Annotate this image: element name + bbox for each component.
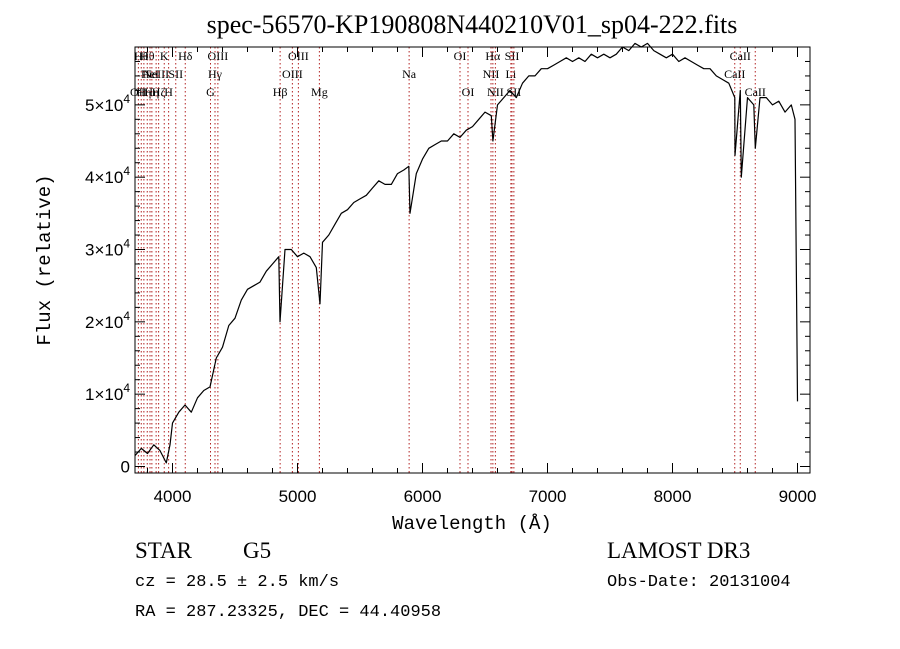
spectral-line-label: Hα [485, 49, 501, 63]
x-tick-label: 4000 [154, 487, 192, 506]
y-tick-exponent: 4 [123, 237, 130, 251]
spectral-line-label: NII [487, 85, 504, 99]
obs-date-text: Obs-Date: 20131004 [607, 573, 791, 592]
y-tick-exponent: 4 [123, 381, 130, 395]
chart-title: spec-56570-KP190808N440210V01_sp04-222.f… [207, 10, 738, 39]
spectral-line-label: H [164, 85, 173, 99]
y-tick-label: 0 [121, 457, 130, 476]
spectral-line-label: OIII [208, 49, 229, 63]
spectral-line-label: Hβ [273, 85, 288, 99]
y-tick-mantissa: 4×10 [85, 168, 123, 187]
spectral-line-label: OI [462, 85, 475, 99]
spectral-line-label: NeIII [143, 67, 169, 81]
x-tick-label: 9000 [779, 487, 817, 506]
spectral-line-label: Hη [144, 85, 159, 99]
x-axis-label: Wavelength (Å) [392, 513, 552, 535]
y-tick-mantissa: 1×10 [85, 385, 123, 404]
spectral-line-label: OIII [282, 67, 303, 81]
spectral-line-label: SII [505, 49, 520, 63]
spectral-line-label: OIII [288, 49, 309, 63]
spectrum-line [134, 42, 799, 464]
y-tick-label: 3×104 [85, 237, 130, 260]
spectral-line-label: CaII [745, 85, 766, 99]
redshift-text: cz = 28.5 ± 2.5 km/s [135, 573, 340, 592]
spectral-line-label: Hγ [208, 67, 223, 81]
spectral-line-label: Hδ [178, 49, 193, 63]
plot-frame [134, 46, 811, 474]
spectral-line-label: CaII [730, 49, 751, 63]
y-tick-label: 1×104 [85, 381, 130, 404]
spectral-line-label: NII [483, 67, 500, 81]
spectral-line-label: HeI [141, 67, 159, 81]
y-tick-exponent: 4 [123, 92, 130, 106]
survey-label: LAMOST DR3 [607, 538, 751, 563]
coordinates-text: RA = 287.23325, DEC = 44.40958 [135, 603, 442, 622]
object-class: STAR [135, 538, 192, 563]
y-tick-mantissa: 5×10 [85, 96, 123, 115]
y-tick-mantissa: 3×10 [85, 241, 123, 260]
spectral-line-label: Li [506, 67, 517, 81]
y-tick-exponent: 4 [123, 164, 130, 178]
object-subclass: G5 [243, 538, 272, 563]
x-tick-label: 7000 [529, 487, 567, 506]
y-tick-exponent: 4 [123, 309, 130, 323]
y-tick-mantissa: 2×10 [85, 313, 123, 332]
spectral-line-label: OII [130, 85, 147, 99]
spectral-line-label: CaII [724, 67, 745, 81]
x-tick-label: 6000 [404, 487, 442, 506]
spectral-line-label: Hθ [140, 49, 155, 63]
spectral-line-label: Hθ [134, 49, 149, 63]
y-tick-label: 4×104 [85, 164, 130, 187]
spectral-line-label: Hζ [152, 85, 166, 99]
x-tick-label: 5000 [279, 487, 317, 506]
spectral-line-label: G [206, 85, 215, 99]
spectral-line-label: OI [454, 49, 467, 63]
spectral-line-label: Na [402, 67, 417, 81]
spectral-line-label: K [160, 49, 169, 63]
spectral-line-label: Mg [311, 85, 328, 99]
spectral-line-label: SII [168, 67, 183, 81]
y-axis-label: Flux (relative) [34, 174, 56, 345]
x-tick-label: 8000 [654, 487, 692, 506]
y-tick-label: 5×104 [85, 92, 130, 115]
spectral-lines: OIIHθHηHθHeIHηNeIIIHζKHSIIHδGHγOIIIHβOII… [130, 47, 766, 473]
axis-ticks: 4000 5000 6000 7000 8000 900001×1042×1043×104… [85, 47, 816, 506]
y-tick-label: 2×104 [85, 309, 130, 332]
y-tick-mantissa: 0 [121, 457, 130, 476]
